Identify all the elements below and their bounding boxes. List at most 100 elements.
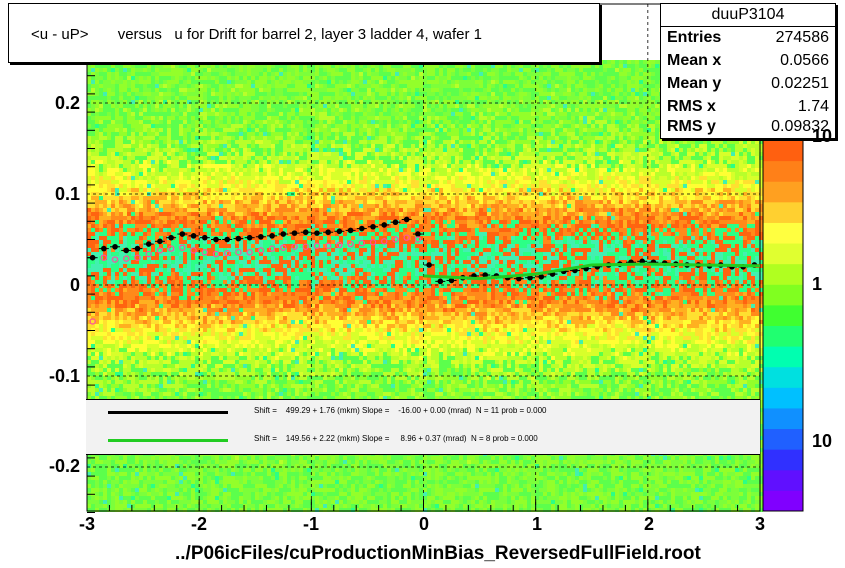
profile-point-black [403,216,410,223]
profile-point-black [448,277,455,284]
profile-point-black [325,229,331,236]
color-scale-cell [763,222,803,244]
profile-point-black [370,223,376,230]
profile-point-pink [100,254,108,261]
stat-label: Mean y [667,75,722,92]
profile-point-pink [235,249,242,256]
profile-point-pink [246,249,253,256]
profile-point-black [359,225,365,232]
legend-line-green [108,439,228,442]
plot-title: <u - uP> versus u for Drift for barrel 2… [31,26,483,43]
z-tick-label: 10 [812,126,833,146]
plot-title-box: <u - uP> versus u for Drift for barrel 2… [8,3,600,63]
profile-point-pink [123,255,130,262]
profile-point-pink [179,244,186,251]
profile-point-black [213,236,219,243]
color-scale-cell [763,428,803,450]
color-scale-cell [763,181,803,203]
profile-point-black [392,219,399,226]
profile-point-pink [414,236,422,243]
stats-box: duuP3104 Entries 274586 Mean x 0.0566 Me… [660,3,836,139]
legend-entry-black: Shift = 499.29 + 1.76 (mkm) Slope = -16.… [86,402,760,422]
profile-point-pink [111,256,119,263]
profile-point-black [527,274,533,281]
stat-label: Mean x [667,52,722,69]
profile-point-pink [156,247,164,254]
x-tick-label: 2 [643,514,655,534]
profile-point-black [246,234,253,241]
profile-point-black [89,254,96,261]
color-scale-cell [763,284,803,306]
y-tick-label: 0 [69,275,80,295]
color-scale-cell [763,469,803,491]
profile-point-pink [336,241,343,249]
fit-legend: Shift = 499.29 + 1.76 (mkm) Slope = -16.… [86,399,760,455]
profile-point-pink [302,243,309,250]
profile-point-pink [134,254,141,261]
stat-label: Entries [667,29,722,46]
profile-point-black [168,234,174,241]
profile-point-black [157,238,163,245]
profile-point-black [235,235,242,242]
z-tick-label: 1 [812,274,823,294]
color-scale-cell [763,366,803,388]
stat-value: 274586 [775,29,829,46]
profile-point-black [538,274,545,280]
profile-point-black [190,233,197,239]
profile-point-pink [145,250,152,258]
profile-point-black [314,230,320,236]
profile-point-black [179,231,186,237]
z-tick-label: 10 [812,431,833,451]
stat-value: 0.09832 [771,118,829,135]
profile-point-black [482,272,488,278]
profile-point-pink [381,238,388,245]
profile-point-black [258,233,264,240]
profile-point-black [415,231,421,237]
profile-point-black [101,245,107,252]
profile-point-black [280,231,287,237]
x-tick-label: 1 [531,514,543,534]
x-tick-label: -1 [302,514,320,534]
stat-label: RMS x [667,98,716,115]
profile-point-black [145,241,152,247]
color-scale-cell [763,407,803,430]
profile-point-black [336,228,343,235]
profile-point-pink [224,249,231,257]
profile-point-pink [89,318,96,325]
profile-point-pink [190,247,197,254]
color-scale-cell [763,387,803,409]
color-scale-frame [762,139,804,512]
color-scale-cell [763,160,803,182]
profile-point-black [516,275,522,282]
x-tick-label: -3 [78,514,96,534]
histogram-name: duuP3104 [661,6,835,27]
profile-point-black [291,230,298,236]
y-tick-label: 0.1 [54,184,80,204]
profile-point-pink [369,239,377,246]
color-scale-cell [763,243,803,265]
profile-point-black [224,236,231,243]
profile-point-pink [167,245,175,252]
profile-point-black [201,234,208,241]
legend-entry-green: Shift = 149.56 + 2.22 (mkm) Slope = 8.96… [86,430,760,450]
color-scale-cell [763,140,803,162]
legend-text: Shift = 499.29 + 1.76 (mkm) Slope = -16.… [254,406,547,415]
profile-point-pink [313,242,321,250]
legend-text: Shift = 149.56 + 2.22 (mkm) Slope = 8.96… [254,434,538,443]
profile-point-black [426,262,432,268]
profile-point-pink [347,240,354,248]
profile-point-pink [291,243,298,250]
legend-line-black [108,411,228,414]
color-scale-cell [763,490,803,512]
profile-point-black [269,233,275,239]
y-tick-label: -0.1 [48,366,80,386]
color-scale-cell [763,449,803,471]
color-scale-cell [763,325,803,347]
color-scale-cell [763,304,803,326]
x-tick-label: -2 [190,514,208,534]
profile-point-pink [257,247,265,254]
x-tick-label: 3 [754,514,766,534]
profile-point-pink [403,234,410,241]
profile-point-pink [358,239,366,247]
color-scale-cell [763,201,803,223]
